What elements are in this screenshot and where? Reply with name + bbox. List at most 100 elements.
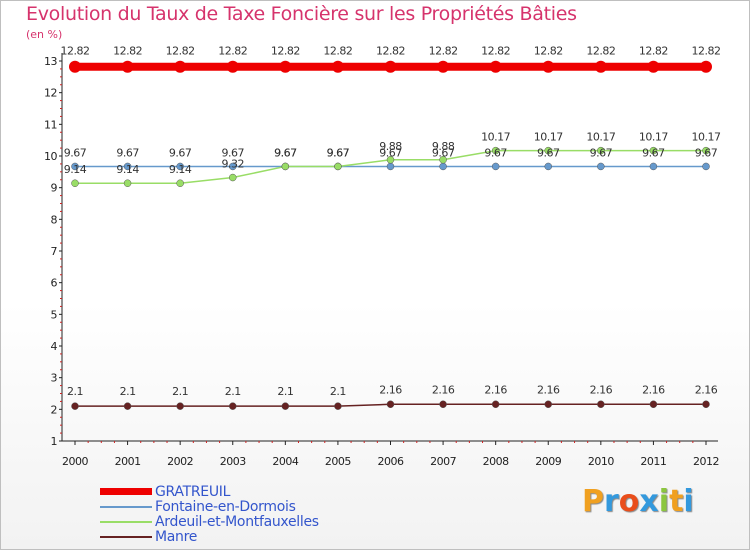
data-point bbox=[597, 400, 605, 409]
data-point bbox=[649, 400, 658, 409]
data-point bbox=[281, 162, 290, 171]
data-label: 2.16 bbox=[379, 383, 402, 396]
data-point bbox=[489, 60, 502, 73]
data-point bbox=[71, 179, 79, 187]
y-tick-label: 11 bbox=[44, 118, 57, 131]
legend-label: GRATREUIL bbox=[155, 484, 231, 500]
data-label: 2.1 bbox=[172, 385, 188, 398]
data-label: 10.17 bbox=[692, 131, 721, 144]
logo-letter: o bbox=[618, 484, 640, 519]
data-label: 9.67 bbox=[222, 146, 245, 159]
data-label: 2.16 bbox=[432, 383, 455, 396]
y-tick-label: 9 bbox=[51, 182, 58, 195]
unit-label: (en %) bbox=[26, 28, 63, 41]
data-label: 9.67 bbox=[432, 146, 455, 159]
data-point bbox=[702, 162, 710, 171]
data-label: 2.16 bbox=[642, 383, 665, 396]
data-label: 12.82 bbox=[323, 45, 352, 58]
data-point bbox=[123, 402, 132, 410]
data-label: 9.67 bbox=[642, 146, 665, 159]
data-label: 12.82 bbox=[534, 45, 563, 58]
legend-swatch bbox=[100, 521, 152, 523]
data-point bbox=[597, 162, 605, 171]
data-point bbox=[647, 60, 660, 73]
data-label: 2.1 bbox=[67, 385, 83, 398]
data-label: 2.16 bbox=[537, 383, 560, 396]
data-label: 12.82 bbox=[113, 45, 142, 58]
data-point bbox=[597, 146, 605, 155]
x-tick-label: 2012 bbox=[693, 455, 719, 468]
data-point bbox=[226, 60, 239, 73]
data-label: 9.67 bbox=[484, 146, 507, 159]
legend-swatch bbox=[100, 488, 152, 495]
logo-letter: t bbox=[669, 484, 684, 519]
y-tick-label: 6 bbox=[51, 277, 58, 290]
data-label: 9.67 bbox=[327, 146, 350, 159]
data-point bbox=[437, 60, 450, 73]
data-label: 10.17 bbox=[639, 131, 668, 144]
y-tick-label: 1 bbox=[51, 435, 58, 448]
data-label: 10.17 bbox=[534, 131, 563, 144]
data-label: 9.14 bbox=[64, 163, 87, 176]
y-tick-label: 8 bbox=[51, 213, 58, 226]
data-label: 2.1 bbox=[330, 385, 346, 398]
chart-title: Evolution du Taux de Taxe Foncière sur l… bbox=[26, 3, 577, 25]
data-point bbox=[121, 60, 134, 73]
data-point bbox=[700, 60, 712, 73]
x-tick-label: 2010 bbox=[588, 455, 614, 468]
data-label: 2.1 bbox=[120, 385, 136, 398]
data-label: 9.67 bbox=[116, 146, 139, 159]
y-tick-label: 5 bbox=[51, 308, 58, 321]
x-tick-label: 2005 bbox=[325, 455, 351, 468]
data-point bbox=[594, 60, 607, 73]
data-point bbox=[491, 162, 500, 171]
data-point bbox=[176, 179, 184, 187]
x-tick-label: 2004 bbox=[272, 455, 298, 468]
data-label: 12.82 bbox=[166, 45, 195, 58]
data-point bbox=[384, 60, 397, 73]
data-label: 12.82 bbox=[481, 45, 510, 58]
data-label: 9.67 bbox=[590, 146, 613, 159]
data-label: 2.16 bbox=[590, 383, 613, 396]
data-point bbox=[229, 162, 237, 171]
data-label: 10.17 bbox=[586, 131, 615, 144]
data-point bbox=[544, 162, 552, 171]
logo-letter: r bbox=[604, 484, 619, 519]
x-tick-label: 2009 bbox=[535, 455, 561, 468]
data-label: 9.67 bbox=[379, 146, 402, 159]
data-point bbox=[279, 60, 292, 73]
data-point bbox=[542, 60, 555, 73]
data-point bbox=[69, 60, 81, 73]
data-label: 2.16 bbox=[484, 383, 507, 396]
data-point bbox=[229, 402, 237, 410]
data-label: 9.67 bbox=[537, 146, 560, 159]
x-tick-label: 2006 bbox=[378, 455, 404, 468]
data-label: 9.14 bbox=[169, 163, 192, 176]
data-point bbox=[439, 400, 447, 409]
data-point bbox=[386, 162, 395, 171]
data-point bbox=[386, 400, 395, 409]
data-label: 12.82 bbox=[692, 45, 721, 58]
legend-swatch bbox=[100, 536, 152, 538]
legend-label: Ardeuil-et-Montfauxelles bbox=[155, 514, 319, 530]
data-point bbox=[334, 402, 342, 410]
x-tick-label: 2000 bbox=[62, 455, 88, 468]
data-label: 12.82 bbox=[639, 45, 668, 58]
data-point bbox=[439, 156, 447, 164]
y-tick-label: 7 bbox=[51, 245, 58, 258]
proxiti-logo: Proxiti bbox=[582, 484, 694, 519]
logo-letter: x bbox=[639, 484, 659, 519]
data-label: 12.82 bbox=[376, 45, 405, 58]
data-label: 12.82 bbox=[429, 45, 458, 58]
logo-letter: i bbox=[658, 484, 670, 519]
legend-label: Manre bbox=[155, 529, 198, 545]
data-label: 9.67 bbox=[274, 146, 297, 159]
data-point bbox=[386, 156, 395, 164]
data-label: 9.67 bbox=[695, 146, 718, 159]
data-point bbox=[491, 400, 500, 409]
legend-label: Fontaine-en-Dormois bbox=[155, 499, 296, 515]
logo-letter: i bbox=[683, 484, 694, 519]
data-point bbox=[123, 162, 132, 171]
